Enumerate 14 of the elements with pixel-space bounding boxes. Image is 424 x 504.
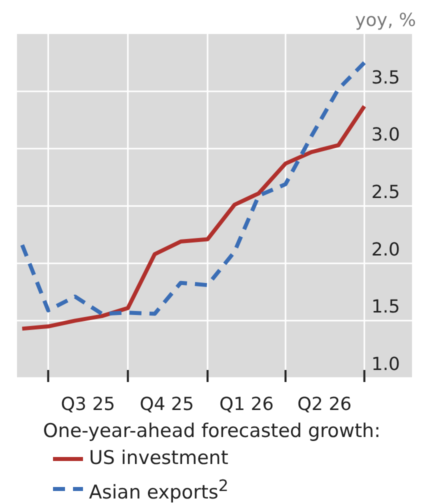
y-tick-label: 3.0 [371,124,400,146]
y-tick-label: 2.0 [371,239,400,260]
legend-label: US investment [89,446,228,471]
y-axis-title: yoy, % [355,10,416,31]
x-tick-label: Q2 26 [297,394,352,415]
y-tick-label: 2.5 [371,182,400,203]
x-tick-label: Q4 25 [140,394,194,415]
y-tick-label: 3.5 [371,67,400,88]
legend-label: Asian exports$^{2}$ [89,475,228,504]
x-tick-label: Q3 25 [60,394,116,415]
y-tick-label: 1.5 [371,296,400,318]
legend-title: One-year-ahead forecasted growth: [43,420,380,442]
y-tick-label: 1.0 [371,354,400,375]
x-tick-label: Q1 26 [219,394,274,415]
